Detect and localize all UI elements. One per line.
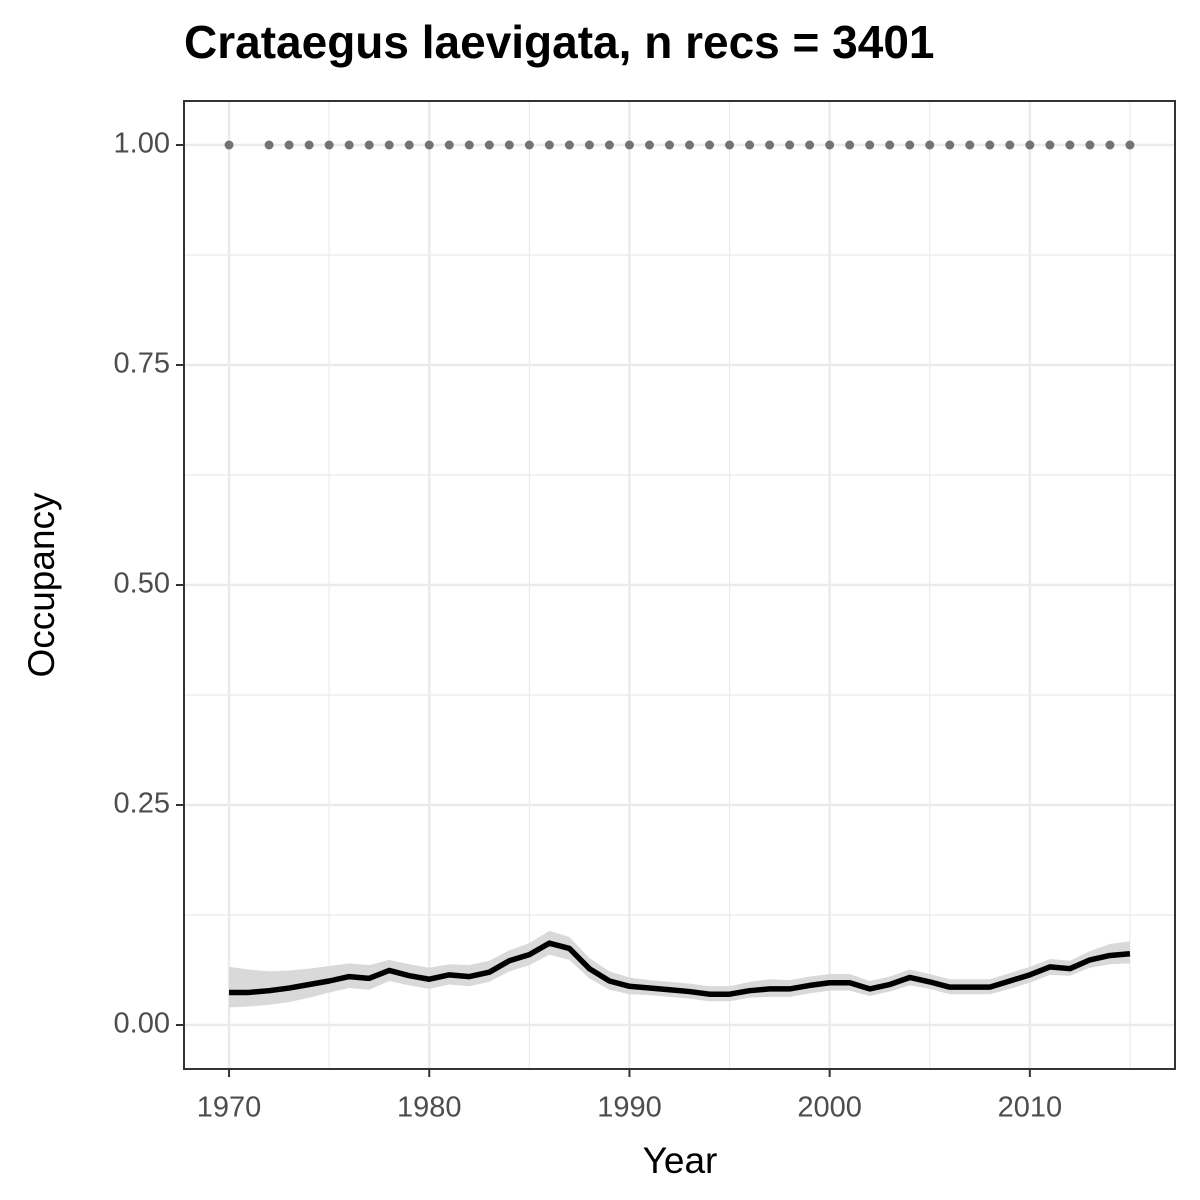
point — [364, 140, 374, 150]
point — [1105, 140, 1115, 150]
point — [925, 140, 935, 150]
point — [404, 140, 414, 150]
y-tick-label: 0.50 — [114, 568, 170, 600]
x-tick-label: 2000 — [797, 1092, 862, 1124]
point — [685, 140, 695, 150]
y-tick-label: 0.00 — [114, 1008, 170, 1040]
point — [705, 140, 715, 150]
point — [324, 140, 334, 150]
line — [229, 940, 1131, 997]
point — [484, 140, 494, 150]
point — [444, 140, 454, 150]
point — [1125, 140, 1135, 150]
point — [224, 140, 234, 150]
point — [624, 140, 634, 150]
point — [885, 140, 895, 150]
x-axis-title: Year — [643, 1140, 718, 1181]
point — [985, 140, 995, 150]
point — [664, 140, 674, 150]
point — [785, 140, 795, 150]
chart-title: Crataegus laevigata, n recs = 3401 — [184, 16, 935, 68]
x-tick-label: 1970 — [197, 1092, 262, 1124]
y-tick-label: 0.25 — [114, 788, 170, 820]
point — [644, 140, 654, 150]
point — [865, 140, 875, 150]
point — [725, 140, 735, 150]
point — [264, 140, 274, 150]
point — [504, 140, 514, 150]
point — [344, 140, 354, 150]
point — [424, 140, 434, 150]
point — [905, 140, 915, 150]
point — [544, 140, 554, 150]
point — [1025, 140, 1035, 150]
point — [584, 140, 594, 150]
point — [805, 140, 815, 150]
point — [304, 140, 314, 150]
point — [845, 140, 855, 150]
point — [564, 140, 574, 150]
y-axis-title: Occupancy — [21, 492, 62, 678]
point — [284, 140, 294, 150]
point — [745, 140, 755, 150]
point — [765, 140, 775, 150]
point — [825, 140, 835, 150]
x-tick-label: 1980 — [397, 1092, 462, 1124]
point — [1085, 140, 1095, 150]
point — [1005, 140, 1015, 150]
point — [464, 140, 474, 150]
point — [1065, 140, 1075, 150]
point — [604, 140, 614, 150]
y-tick-label: 0.75 — [114, 348, 170, 380]
point — [965, 140, 975, 150]
point — [524, 140, 534, 150]
point — [1045, 140, 1055, 150]
marks — [224, 140, 1135, 1008]
point — [945, 140, 955, 150]
x-tick-label: 2010 — [998, 1092, 1063, 1124]
x-tick-label: 1990 — [597, 1092, 662, 1124]
point — [384, 140, 394, 150]
y-tick-label: 1.00 — [114, 128, 170, 160]
axes: 0.00 0.25 0.50 0.75 1.00 1970 1980 1990 2000 2010 — [114, 128, 1063, 1124]
